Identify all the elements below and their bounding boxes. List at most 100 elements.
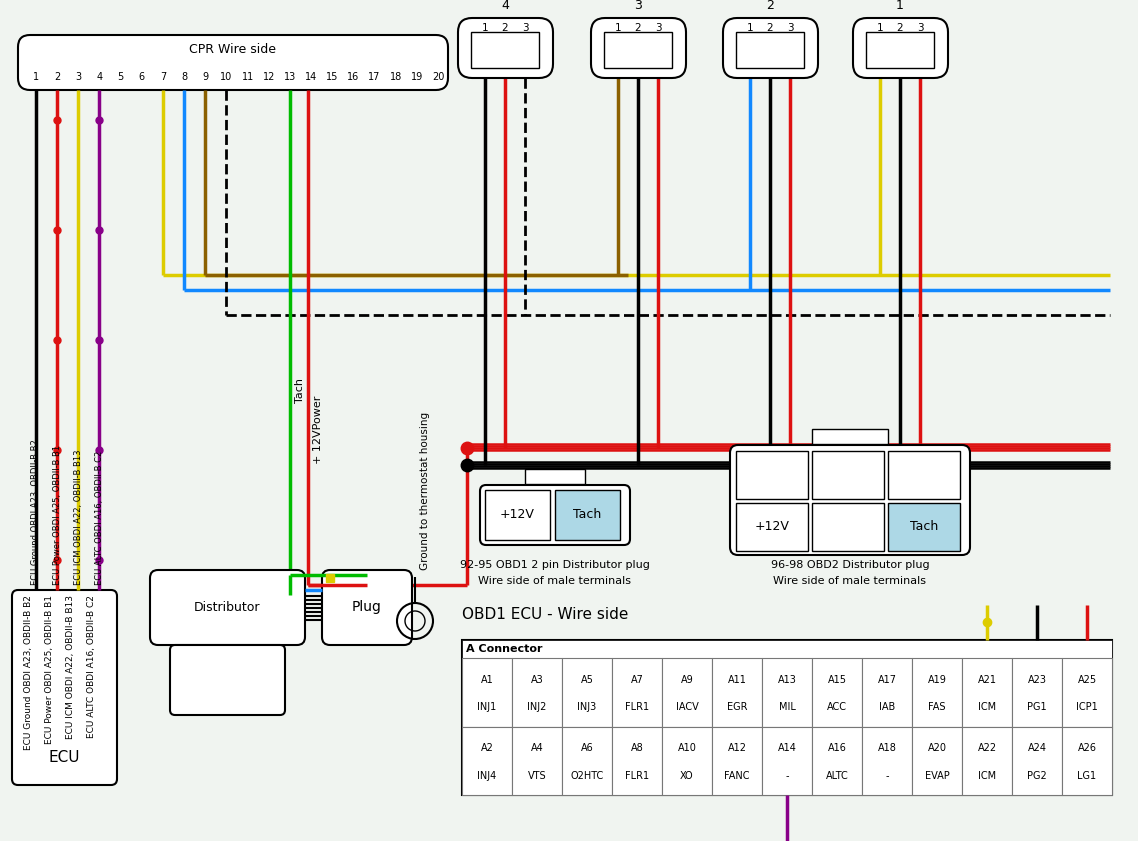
Text: A12: A12: [727, 743, 747, 754]
FancyBboxPatch shape: [512, 658, 562, 727]
Text: 2: 2: [767, 23, 774, 33]
Text: 1: 1: [33, 72, 39, 82]
Text: A21: A21: [978, 675, 997, 685]
Text: INJ4: INJ4: [477, 771, 496, 780]
Text: -: -: [885, 771, 889, 780]
Text: PG2: PG2: [1028, 771, 1047, 780]
FancyBboxPatch shape: [736, 503, 808, 551]
FancyBboxPatch shape: [322, 570, 412, 645]
FancyBboxPatch shape: [861, 658, 912, 727]
FancyBboxPatch shape: [457, 18, 553, 78]
Text: 7: 7: [159, 72, 166, 82]
Text: ICM: ICM: [978, 771, 996, 780]
Text: Tach: Tach: [572, 509, 601, 521]
FancyBboxPatch shape: [662, 727, 712, 795]
Text: 10: 10: [221, 72, 232, 82]
Text: 16: 16: [347, 72, 360, 82]
Text: Tach: Tach: [295, 378, 305, 403]
Text: MIL: MIL: [778, 702, 795, 712]
FancyBboxPatch shape: [462, 658, 512, 727]
Text: ECU Ground OBDI A23, OBDII-B B2: ECU Ground OBDI A23, OBDII-B B2: [32, 439, 41, 585]
Text: 17: 17: [369, 72, 381, 82]
Text: A24: A24: [1028, 743, 1047, 754]
Text: A16: A16: [827, 743, 847, 754]
Text: ALTC: ALTC: [826, 771, 848, 780]
FancyBboxPatch shape: [562, 658, 612, 727]
FancyBboxPatch shape: [485, 490, 550, 540]
Text: A4: A4: [530, 743, 543, 754]
Text: A18: A18: [877, 743, 897, 754]
Text: FLR1: FLR1: [625, 702, 649, 712]
FancyBboxPatch shape: [736, 451, 808, 499]
Text: FAS: FAS: [929, 702, 946, 712]
Text: A5: A5: [580, 675, 593, 685]
Text: 3: 3: [786, 23, 793, 33]
Text: Wire side of male terminals: Wire side of male terminals: [478, 576, 632, 586]
Text: Plug: Plug: [352, 600, 382, 615]
Text: 2: 2: [53, 72, 60, 82]
FancyBboxPatch shape: [480, 485, 630, 545]
FancyBboxPatch shape: [462, 640, 1112, 658]
Text: CPR Wire side: CPR Wire side: [190, 43, 277, 56]
Text: ACC: ACC: [827, 702, 847, 712]
Text: 1: 1: [481, 23, 488, 33]
Text: 15: 15: [325, 72, 338, 82]
Text: A9: A9: [681, 675, 693, 685]
Text: A1: A1: [480, 675, 494, 685]
FancyBboxPatch shape: [813, 503, 884, 551]
FancyBboxPatch shape: [604, 32, 673, 68]
Text: 11: 11: [241, 72, 254, 82]
Text: A11: A11: [727, 675, 747, 685]
FancyBboxPatch shape: [512, 727, 562, 795]
Text: A25: A25: [1078, 675, 1097, 685]
Text: 3: 3: [654, 23, 661, 33]
Text: ECU Power OBDI A25, OBDII-B B1: ECU Power OBDI A25, OBDII-B B1: [46, 595, 55, 744]
Text: 5: 5: [117, 72, 124, 82]
Text: XO: XO: [681, 771, 694, 780]
Text: 4: 4: [501, 0, 509, 12]
Text: Wire side of male terminals: Wire side of male terminals: [774, 576, 926, 586]
Text: 9: 9: [203, 72, 208, 82]
FancyBboxPatch shape: [712, 658, 762, 727]
Text: 4: 4: [97, 72, 102, 82]
Text: IACV: IACV: [676, 702, 699, 712]
Text: ECU ALTC OBDI A16, OBDII-B C2: ECU ALTC OBDI A16, OBDII-B C2: [88, 595, 97, 738]
FancyBboxPatch shape: [861, 727, 912, 795]
Text: A14: A14: [777, 743, 797, 754]
Text: ECU Ground OBDI A23, OBDII-B B2: ECU Ground OBDI A23, OBDII-B B2: [24, 595, 33, 750]
FancyBboxPatch shape: [729, 445, 970, 555]
Text: 8: 8: [181, 72, 187, 82]
Text: A23: A23: [1028, 675, 1047, 685]
Text: 2: 2: [897, 23, 904, 33]
Text: Distributor: Distributor: [195, 601, 261, 614]
FancyBboxPatch shape: [762, 658, 813, 727]
FancyBboxPatch shape: [562, 727, 612, 795]
Text: O2HTC: O2HTC: [570, 771, 603, 780]
FancyBboxPatch shape: [591, 18, 686, 78]
Text: INJ1: INJ1: [477, 702, 496, 712]
Text: FANC: FANC: [724, 771, 750, 780]
FancyBboxPatch shape: [462, 727, 512, 795]
FancyBboxPatch shape: [662, 658, 712, 727]
FancyBboxPatch shape: [150, 570, 305, 645]
Text: ECU Power OBDI A25, OBDII-B B1: ECU Power OBDI A25, OBDII-B B1: [52, 445, 61, 585]
FancyBboxPatch shape: [736, 32, 805, 68]
FancyBboxPatch shape: [712, 727, 762, 795]
Text: 18: 18: [389, 72, 402, 82]
FancyBboxPatch shape: [1012, 727, 1062, 795]
Text: EVAP: EVAP: [924, 771, 949, 780]
Text: ECU: ECU: [49, 749, 81, 764]
FancyBboxPatch shape: [888, 451, 960, 499]
FancyBboxPatch shape: [813, 429, 888, 444]
Text: A8: A8: [630, 743, 643, 754]
Text: 13: 13: [283, 72, 296, 82]
FancyBboxPatch shape: [170, 645, 284, 715]
Text: ECU ALTC OBDI A16, OBDII-B C2: ECU ALTC OBDI A16, OBDII-B C2: [94, 451, 104, 585]
Text: 96-98 OBD2 Distributor plug: 96-98 OBD2 Distributor plug: [770, 560, 930, 570]
Text: IAB: IAB: [879, 702, 896, 712]
FancyBboxPatch shape: [866, 32, 934, 68]
Text: EGR: EGR: [727, 702, 748, 712]
FancyBboxPatch shape: [762, 727, 813, 795]
Text: A Connector: A Connector: [465, 644, 543, 654]
FancyBboxPatch shape: [813, 451, 884, 499]
